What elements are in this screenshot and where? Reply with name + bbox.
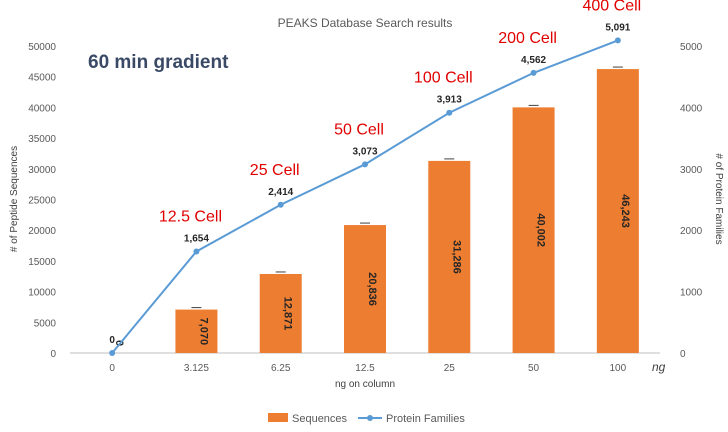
bar-label: 40,002 — [535, 213, 547, 247]
bar — [596, 69, 639, 353]
line-data-label: 4,562 — [521, 55, 546, 66]
bar-label: 20,836 — [366, 272, 378, 306]
bar-label: 31,286 — [450, 240, 462, 274]
x-tick-label: 3.125 — [184, 363, 209, 374]
x-unit-label: ng — [652, 360, 666, 374]
bar — [259, 273, 302, 353]
x-tick-label: 0 — [109, 363, 115, 374]
y-tick-label: 15000 — [28, 257, 56, 268]
line-data-label: 3,913 — [437, 95, 462, 106]
y2-tick-label: 1000 — [680, 288, 703, 299]
y2-tick-label: 2000 — [680, 226, 703, 237]
y-tick-label: 20000 — [28, 226, 56, 237]
legend: Sequences Protein Families — [268, 413, 465, 425]
x-tick-label: 50 — [528, 363, 540, 374]
cell-annotation: 100 Cell — [414, 70, 473, 87]
y-tick-label: 40000 — [28, 103, 56, 114]
bar — [428, 160, 471, 353]
bar — [344, 225, 386, 353]
legend-label-sequences: Sequences — [292, 413, 348, 425]
y2-tick-label: 3000 — [680, 165, 703, 176]
bar-label: 46,243 — [619, 194, 631, 228]
line-point — [193, 248, 200, 255]
x-tick-label: 25 — [444, 363, 456, 374]
chart-title: PEAKS Database Search results — [278, 16, 453, 30]
legend-label-protein-families: Protein Families — [386, 413, 465, 425]
y2-tick-label: 4000 — [680, 103, 703, 114]
line-data-label: 5,091 — [605, 22, 630, 33]
bar-label: 7,070 — [197, 318, 209, 346]
gradient-annotation: 60 min gradient — [88, 52, 229, 73]
cell-annotation: 50 Cell — [334, 121, 384, 138]
bar — [175, 309, 218, 353]
line-data-label: 1,654 — [184, 233, 209, 244]
cell-annotation: 25 Cell — [250, 162, 300, 179]
y-tick-label: 5000 — [34, 318, 57, 329]
y-axis-label: # of Peptide Sequences — [9, 146, 20, 252]
y-tick-label: 30000 — [28, 165, 56, 176]
cell-annotation: 200 Cell — [498, 30, 557, 47]
bar-label: 12,871 — [282, 297, 294, 331]
line-data-label: 3,073 — [352, 146, 377, 157]
line-point — [530, 69, 537, 76]
legend-swatch-sequences — [268, 413, 288, 422]
line-data-label: 2,414 — [268, 187, 293, 198]
line-point — [362, 161, 368, 168]
x-tick-label: 6.25 — [271, 363, 291, 374]
line-point — [614, 37, 621, 44]
legend-marker-protein-families — [367, 415, 373, 421]
cell-annotation: 400 Cell — [583, 0, 642, 14]
chart-marks: 0500010000150002000025000300003500040000… — [28, 0, 702, 374]
y-tick-label: 35000 — [28, 134, 56, 145]
bar — [512, 107, 555, 353]
x-axis-label: ng on column — [335, 379, 395, 390]
y-tick-label: 0 — [50, 349, 56, 360]
y2-tick-label: 5000 — [680, 42, 703, 53]
line-data-label: 0 — [109, 335, 115, 346]
y-tick-label: 50000 — [28, 42, 56, 53]
x-tick-label: 100 — [610, 363, 627, 374]
y-tick-label: 45000 — [28, 73, 56, 84]
line-point — [446, 109, 453, 116]
cell-annotation: 12.5 Cell — [159, 208, 222, 225]
y-tick-label: 25000 — [28, 196, 56, 207]
y-tick-label: 10000 — [28, 288, 56, 299]
y2-tick-label: 0 — [680, 349, 686, 360]
x-tick-label: 12.5 — [355, 363, 375, 374]
y2-axis-label: # of Protein Families — [713, 153, 724, 244]
line-point — [109, 350, 116, 356]
line-point — [277, 201, 284, 208]
